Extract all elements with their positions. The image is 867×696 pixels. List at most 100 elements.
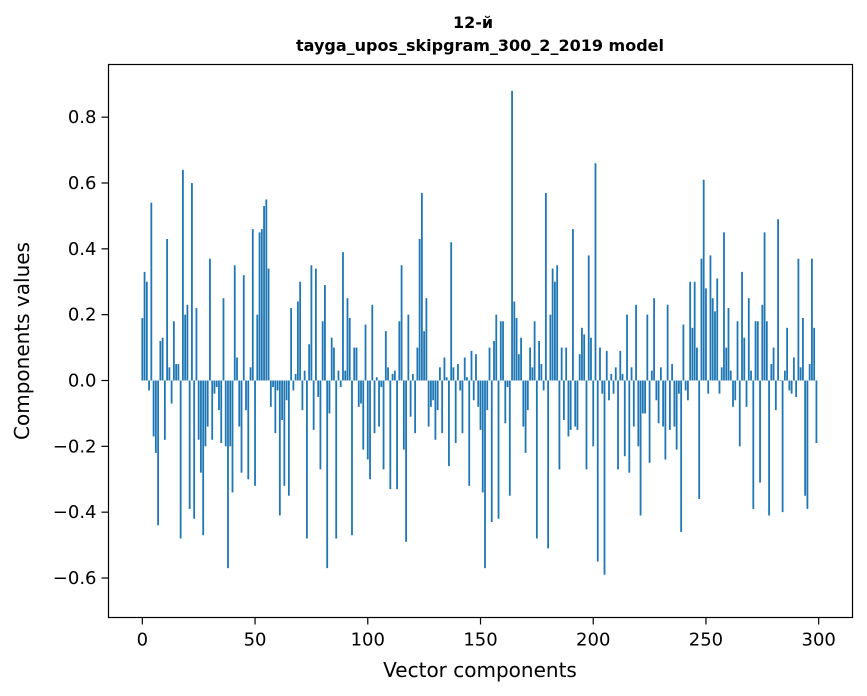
bar bbox=[425, 298, 428, 381]
bar bbox=[414, 380, 417, 434]
bar bbox=[233, 265, 236, 381]
bar bbox=[398, 321, 401, 381]
bar bbox=[655, 380, 658, 401]
bar bbox=[635, 304, 637, 381]
bar bbox=[215, 380, 218, 388]
bar bbox=[772, 347, 775, 381]
bar bbox=[272, 380, 274, 388]
y-tick-label: −0.4 bbox=[53, 502, 97, 523]
bar bbox=[152, 380, 155, 437]
bar bbox=[583, 334, 586, 381]
bar bbox=[177, 364, 180, 381]
bar bbox=[781, 380, 784, 513]
bar bbox=[759, 380, 761, 483]
bar bbox=[738, 380, 741, 447]
bar bbox=[439, 367, 441, 381]
bar bbox=[411, 373, 414, 381]
bar bbox=[714, 311, 716, 381]
bar bbox=[515, 317, 518, 381]
bar bbox=[752, 380, 755, 509]
bar bbox=[274, 380, 277, 434]
bar bbox=[163, 380, 166, 440]
bar bbox=[648, 380, 651, 463]
bar bbox=[457, 364, 459, 381]
bar bbox=[806, 380, 809, 509]
bar bbox=[218, 380, 220, 411]
bar bbox=[599, 347, 601, 381]
bar bbox=[236, 357, 238, 381]
bar bbox=[526, 380, 529, 411]
bar bbox=[680, 380, 683, 532]
bar bbox=[610, 373, 613, 381]
bar bbox=[565, 347, 568, 381]
bar bbox=[175, 364, 178, 381]
bar bbox=[472, 380, 475, 401]
bar bbox=[238, 380, 241, 427]
bar bbox=[306, 380, 308, 539]
bar bbox=[145, 281, 148, 381]
bar bbox=[283, 380, 286, 486]
bar bbox=[547, 380, 550, 549]
bar bbox=[578, 354, 581, 381]
bar bbox=[689, 281, 692, 381]
bar bbox=[393, 370, 396, 381]
bar bbox=[524, 380, 527, 453]
bar bbox=[357, 380, 360, 407]
bar bbox=[371, 304, 374, 381]
bar bbox=[396, 380, 398, 490]
bar bbox=[590, 337, 592, 381]
bar bbox=[405, 380, 407, 542]
bar bbox=[499, 321, 502, 381]
bar bbox=[258, 232, 261, 381]
bar bbox=[644, 380, 646, 414]
bar bbox=[619, 350, 622, 381]
x-tick-label: 50 bbox=[244, 630, 267, 651]
bar bbox=[682, 324, 685, 381]
bar bbox=[632, 380, 635, 427]
bar bbox=[290, 308, 293, 381]
bar bbox=[389, 380, 392, 490]
bar bbox=[240, 380, 243, 473]
bar bbox=[380, 380, 383, 388]
bar bbox=[391, 373, 394, 381]
bar bbox=[698, 380, 701, 499]
bar bbox=[342, 252, 344, 381]
bar bbox=[522, 380, 525, 427]
bar bbox=[423, 331, 426, 381]
bar bbox=[375, 377, 378, 381]
bar bbox=[211, 380, 214, 440]
bar bbox=[195, 308, 198, 381]
bar bbox=[360, 380, 362, 404]
bar bbox=[792, 357, 795, 381]
x-tick-label: 100 bbox=[351, 630, 385, 651]
bar bbox=[400, 265, 403, 381]
y-tick-label: −0.2 bbox=[53, 436, 97, 457]
y-tick-label: 0.2 bbox=[68, 305, 97, 326]
bar bbox=[761, 304, 764, 381]
x-tick-label: 250 bbox=[689, 630, 723, 651]
bar bbox=[488, 347, 491, 381]
bar bbox=[734, 380, 737, 401]
bar bbox=[193, 380, 196, 519]
bar bbox=[687, 380, 689, 401]
bar bbox=[335, 380, 338, 539]
bar bbox=[418, 238, 421, 381]
bar bbox=[310, 265, 313, 381]
bar bbox=[802, 317, 804, 381]
bars-group bbox=[141, 90, 818, 575]
bar bbox=[441, 380, 444, 434]
bar bbox=[799, 367, 802, 381]
bar bbox=[224, 380, 227, 447]
bar bbox=[702, 179, 705, 381]
y-tick-label: 0.8 bbox=[68, 107, 97, 128]
bar bbox=[720, 367, 723, 381]
bar bbox=[443, 357, 446, 381]
bar bbox=[763, 232, 766, 381]
bar bbox=[479, 380, 482, 430]
bar bbox=[535, 380, 538, 539]
bar bbox=[797, 258, 800, 381]
y-tick-label: 0.4 bbox=[68, 239, 97, 260]
y-tick-label: 0.0 bbox=[68, 371, 97, 392]
bar bbox=[206, 380, 209, 427]
